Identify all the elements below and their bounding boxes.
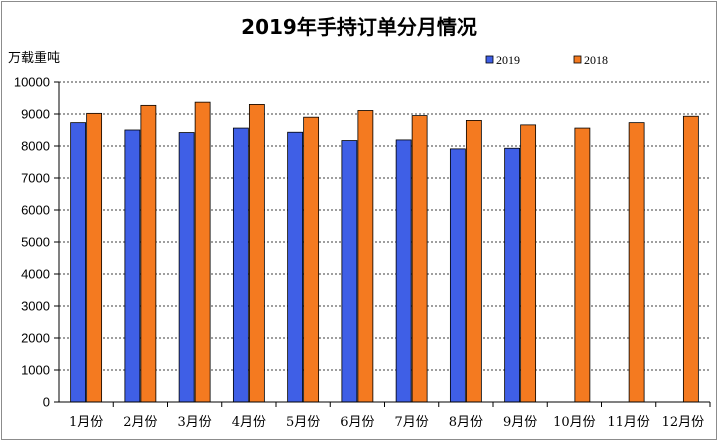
y-tick-label: 9000: [21, 107, 50, 122]
bar-2019: [341, 140, 358, 403]
x-tick-label: 4月份: [232, 415, 266, 430]
bar-2018: [140, 104, 157, 403]
gridlines: [59, 81, 710, 371]
x-tick-label: 11月份: [607, 415, 650, 430]
bar-2019: [395, 139, 412, 403]
axes: 0 1000 2000 3000 4000 5000 6000 7000 8000 9000 100…: [14, 75, 711, 430]
legend-swatch-2019: [485, 55, 494, 64]
x-tick-label: 5月份: [286, 415, 320, 430]
y-axis-unit-label: 万载重吨: [8, 50, 60, 66]
bar-2019: [70, 122, 87, 403]
bar-2019: [449, 148, 466, 403]
x-tick-label: 3月份: [177, 415, 211, 430]
bar-2018: [628, 122, 645, 403]
y-tick-label: 3000: [21, 299, 50, 314]
x-tick-label: 1月份: [69, 415, 103, 430]
x-tick-label: 8月份: [449, 415, 483, 430]
bar-2019: [124, 129, 141, 403]
x-tick-label: 9月份: [503, 415, 537, 430]
y-tick-label: 2000: [21, 331, 50, 346]
y-tick-label: 0: [43, 395, 50, 410]
chart-title: 2019年手持订单分月情况: [241, 15, 477, 39]
y-tick-label: 4000: [21, 267, 50, 282]
bar-2018: [86, 112, 103, 403]
bar-2018: [194, 101, 211, 403]
x-tick-label: 2月份: [123, 415, 157, 430]
bar-2018: [411, 115, 428, 403]
bar-2019: [287, 131, 304, 403]
legend-swatch-2018: [573, 55, 582, 64]
bar-chart: 2019年手持订单分月情况 万载重吨 0 1000 2000 3000 4000 5000…: [8, 15, 711, 430]
y-tick-label: 10000: [14, 75, 50, 90]
y-tick-label: 7000: [21, 171, 50, 186]
bar-2018: [303, 116, 320, 403]
x-tick-label: 7月份: [394, 415, 428, 430]
bar-2018: [682, 115, 699, 403]
bar-2018: [520, 124, 537, 403]
legend-label-2018: 2018: [584, 53, 608, 67]
y-tick-label: 5000: [21, 235, 50, 250]
legend-label-2019: 2019: [496, 53, 520, 67]
bar-2018: [465, 120, 482, 403]
bar-2019: [504, 147, 521, 403]
bar-2019: [178, 132, 195, 403]
bar-2018: [357, 110, 374, 403]
y-tick-label: 1000: [21, 363, 50, 378]
bar-2019: [232, 127, 249, 403]
bar-2018: [248, 104, 265, 403]
y-tick-label: 6000: [21, 203, 50, 218]
y-tick-label: 8000: [21, 139, 50, 154]
x-tick-label: 10月份: [553, 415, 596, 430]
x-tick-label: 12月份: [662, 415, 705, 430]
bars: [70, 101, 699, 403]
bar-2018: [574, 127, 591, 403]
legend: 2019 2018: [485, 53, 608, 67]
x-tick-label: 6月份: [340, 415, 374, 430]
